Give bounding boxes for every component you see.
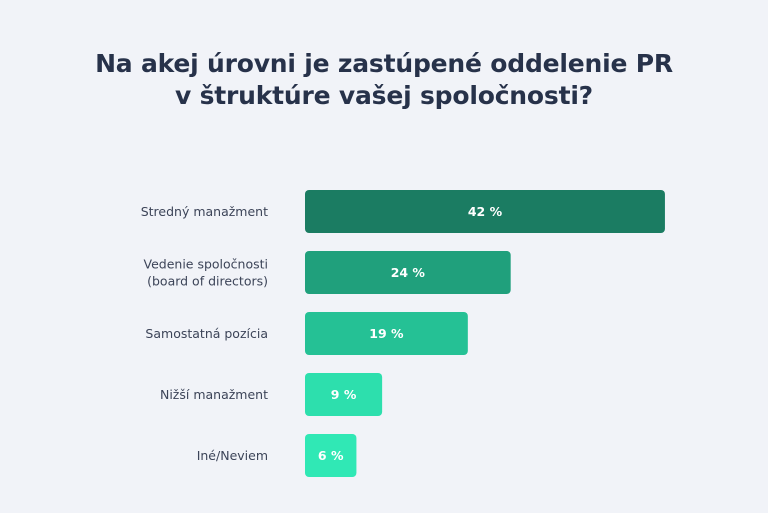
bar-value-label-2: 24 %	[391, 265, 426, 280]
category-label-line: Samostatná pozícia	[145, 326, 268, 341]
category-label-5: Iné/Neviem	[197, 448, 268, 463]
bar-value-label-4: 9 %	[331, 387, 357, 402]
bar-1	[305, 190, 665, 233]
category-label-line: (board of directors)	[147, 274, 268, 289]
category-label-line: Stredný manažment	[141, 204, 268, 219]
bar-value-label-3: 19 %	[369, 326, 404, 341]
category-label-line: Nižší manažment	[160, 387, 268, 402]
bar-5	[305, 434, 357, 477]
chart-title: Na akej úrovni je zastúpené oddelenie PR…	[0, 48, 768, 112]
bar-4	[305, 373, 383, 416]
chart-title-line-2: v štruktúre vašej spoločnosti?	[175, 81, 593, 110]
chart-title-line-1: Na akej úrovni je zastúpené oddelenie PR	[95, 49, 673, 78]
bar-2	[305, 251, 511, 294]
category-label-1: Stredný manažment	[141, 204, 268, 219]
category-label-3: Samostatná pozícia	[145, 326, 268, 341]
category-label-2: Vedenie spoločnosti (board of directors)	[144, 257, 269, 289]
category-label-line: Vedenie spoločnosti	[144, 257, 269, 272]
bar-value-label-5: 6 %	[318, 448, 344, 463]
bar-value-label-1: 42 %	[468, 204, 503, 219]
category-label-line: Iné/Neviem	[197, 448, 268, 463]
bar-3	[305, 312, 468, 355]
category-label-4: Nižší manažment	[160, 387, 268, 402]
